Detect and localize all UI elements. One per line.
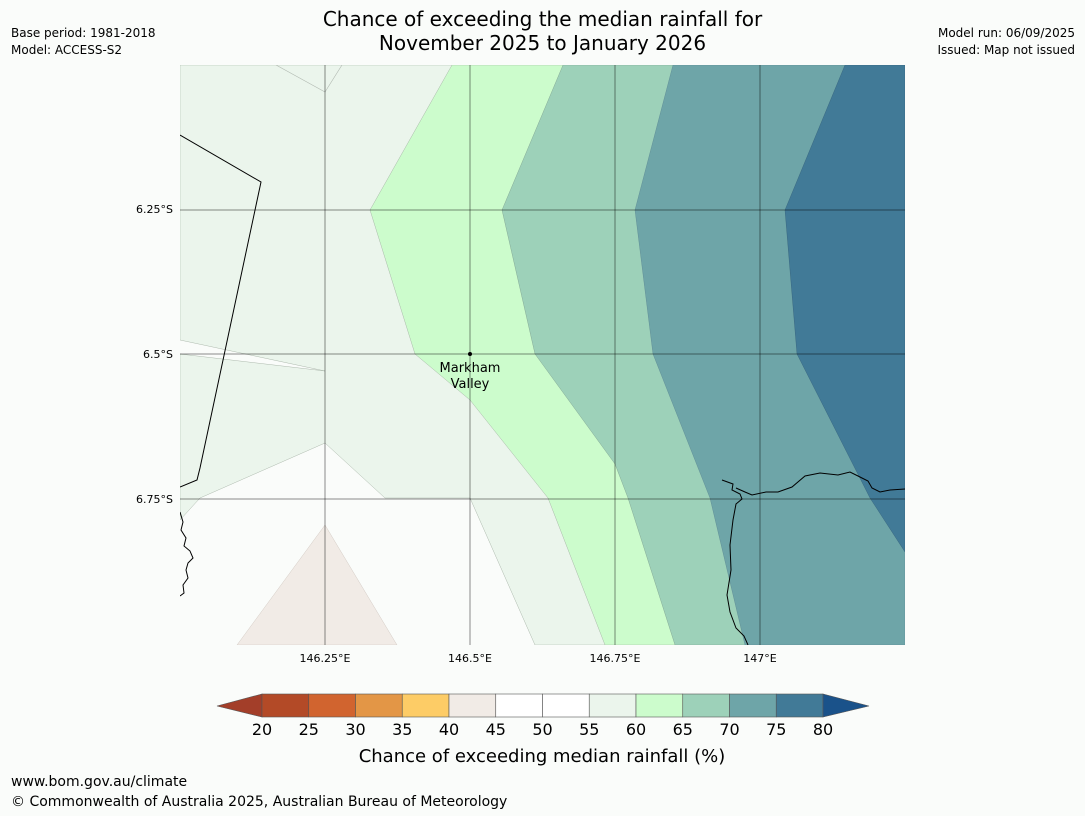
colorbar-tick-label: 75 xyxy=(766,720,786,739)
colorbar-tick-label: 60 xyxy=(626,720,646,739)
colorbar-segment xyxy=(682,693,730,718)
colorbar-tick-label: 20 xyxy=(252,720,272,739)
lat-label: 6.25°S xyxy=(136,203,173,216)
lon-label: 146.75°E xyxy=(590,652,641,665)
colorbar-segment xyxy=(308,693,356,718)
longitude-labels: 146.25°E 146.5°E 146.75°E 147°E xyxy=(300,652,777,665)
model-name: Model: ACCESS-S2 xyxy=(11,43,123,57)
colorbar-low-arrow xyxy=(216,693,263,718)
lon-label: 146.5°E xyxy=(448,652,492,665)
latitude-labels: 6.25°S 6.5°S 6.75°S xyxy=(136,203,173,506)
coastline-north-east xyxy=(735,471,905,496)
colorbar-segment xyxy=(401,693,450,718)
lon-label: 146.25°E xyxy=(300,652,351,665)
model-info: Base period: 1981-2018 Model: ACCESS-S2 xyxy=(11,25,156,59)
colorbar-tick-label: 25 xyxy=(299,720,319,739)
base-period: Base period: 1981-2018 xyxy=(11,26,156,40)
colorbar-segment xyxy=(635,693,684,718)
copyright-notice: © Commonwealth of Australia 2025, Austra… xyxy=(11,794,508,810)
colorbar-segments xyxy=(261,693,824,718)
colorbar-segment xyxy=(542,693,590,718)
colorbar-segment xyxy=(448,693,497,718)
website-link: www.bom.gov.au/climate xyxy=(11,774,188,790)
colorbar-label: Chance of exceeding median rainfall (%) xyxy=(359,746,726,767)
colorbar-segment xyxy=(588,693,637,718)
issued-status: Issued: Map not issued xyxy=(937,43,1075,57)
coastline-east xyxy=(721,479,749,645)
place-label-line-1: Markham xyxy=(440,361,501,376)
colorbar-tick-label: 45 xyxy=(486,720,506,739)
colorbar-segment xyxy=(729,693,777,718)
colorbar-tick-labels: 20 25 30 35 40 45 50 55 60 65 70 75 80 xyxy=(252,720,833,739)
colorbar-tick-label: 50 xyxy=(532,720,552,739)
place-label-line-2: Valley xyxy=(451,377,490,392)
colorbar: 20 25 30 35 40 45 50 55 60 65 70 75 80 xyxy=(216,693,870,739)
colorbar-high-arrow xyxy=(822,693,870,718)
colorbar-segment xyxy=(261,693,310,718)
colorbar-tick-label: 40 xyxy=(439,720,459,739)
title-line-1: Chance of exceeding the median rainfall … xyxy=(322,7,763,31)
colorbar-segment xyxy=(775,693,824,718)
colorbar-tick-label: 70 xyxy=(719,720,739,739)
graticule xyxy=(180,65,905,645)
colorbar-segment xyxy=(495,693,543,718)
lat-label: 6.75°S xyxy=(136,493,173,506)
colorbar-tick-label: 80 xyxy=(813,720,833,739)
coastline-west xyxy=(180,511,194,597)
colorbar-segment xyxy=(355,693,403,718)
lon-label: 147°E xyxy=(743,652,776,665)
lat-label: 6.5°S xyxy=(143,348,173,361)
map-title: Chance of exceeding the median rainfall … xyxy=(0,7,1085,55)
title-line-2: November 2025 to January 2026 xyxy=(378,31,707,55)
colorbar-tick-label: 55 xyxy=(579,720,599,739)
colorbar-tick-label: 65 xyxy=(673,720,693,739)
model-run: Model run: 06/09/2025 xyxy=(937,26,1075,40)
colorbar-tick-label: 35 xyxy=(392,720,412,739)
markham-valley-marker xyxy=(468,352,472,356)
map-panel xyxy=(180,65,905,645)
colorbar-tick-label: 30 xyxy=(345,720,365,739)
band-40-45 xyxy=(236,524,398,645)
band-75-80 xyxy=(784,65,905,553)
region-boundary xyxy=(275,65,343,93)
run-info: Model run: 06/09/2025 Issued: Map not is… xyxy=(937,25,1075,59)
provincial-border xyxy=(180,134,262,488)
